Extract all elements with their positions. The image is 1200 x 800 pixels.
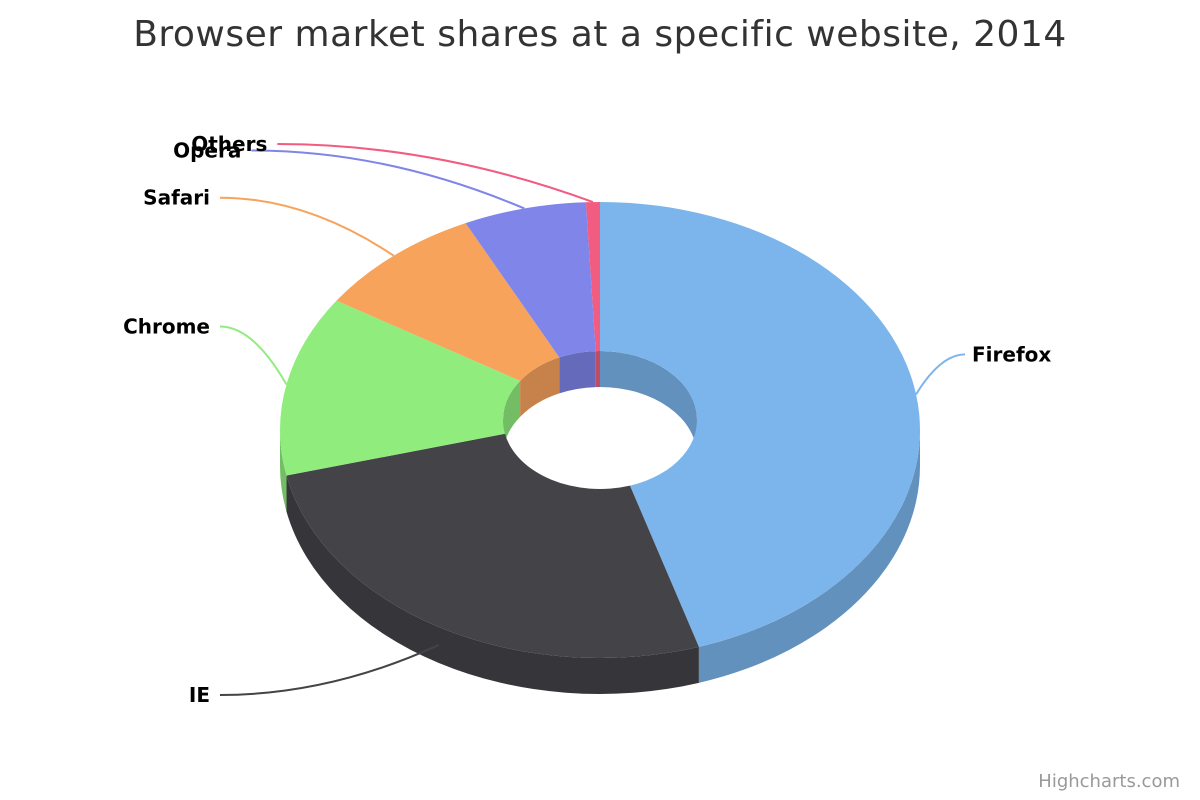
- connector-firefox: [915, 353, 966, 395]
- slice-inner-wall-opera: [559, 351, 596, 394]
- slice-inner-wall-firefox: [600, 351, 697, 456]
- data-label-firefox: Firefox: [972, 342, 1051, 366]
- connector-chrome: [219, 325, 288, 385]
- slice-side-firefox: [698, 430, 920, 683]
- slice-safari[interactable]: [336, 223, 560, 381]
- slice-side-ie: [286, 475, 699, 694]
- connector-others: [277, 143, 594, 203]
- slice-side-chrome: [280, 430, 287, 512]
- data-label-chrome: Chrome: [123, 314, 210, 338]
- slice-chrome[interactable]: [280, 300, 521, 476]
- slice-others[interactable]: [585, 202, 600, 352]
- slice-ie[interactable]: [286, 433, 699, 658]
- credits-link[interactable]: Highcharts.com: [1038, 771, 1180, 792]
- slice-firefox[interactable]: [600, 202, 921, 647]
- connector-ie: [219, 644, 440, 696]
- slice-inner-wall-chrome: [503, 380, 521, 456]
- connector-safari: [219, 196, 395, 257]
- chart-title: Browser market shares at a specific webs…: [133, 14, 1067, 55]
- slice-inner-wall-safari: [520, 357, 560, 417]
- slice-opera[interactable]: [465, 202, 596, 358]
- data-label-others: Others: [191, 132, 267, 156]
- slice-inner-wall-others: [595, 351, 600, 388]
- data-label-safari: Safari: [143, 186, 210, 210]
- connector-opera: [251, 149, 525, 210]
- data-label-opera: Opera: [173, 138, 241, 162]
- data-label-ie: IE: [189, 683, 210, 707]
